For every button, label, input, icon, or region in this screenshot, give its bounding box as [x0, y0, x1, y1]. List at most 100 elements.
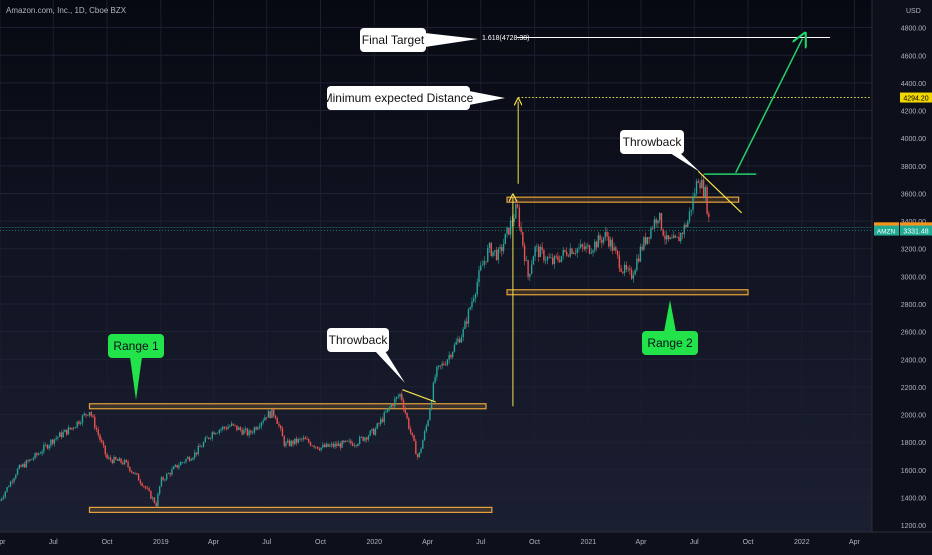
candle-body — [401, 393, 403, 401]
candle-body — [18, 465, 20, 469]
candle-body — [211, 432, 213, 439]
candle-body — [348, 440, 350, 442]
candle-body — [53, 439, 56, 444]
time-tick-label: Oct — [102, 539, 113, 546]
candle-body — [144, 486, 147, 489]
candle-body — [2, 496, 5, 499]
candle-body — [383, 412, 385, 422]
candle-body — [208, 437, 210, 439]
candle-body — [462, 329, 464, 338]
candle-body — [697, 181, 700, 183]
candle-body — [39, 453, 42, 455]
time-tick-label: Apr — [422, 539, 434, 546]
price-tick-label: 2800.00 — [901, 302, 926, 309]
candle-body — [99, 434, 101, 441]
candle-body — [327, 443, 329, 447]
candle-body — [106, 454, 108, 459]
candle-body — [508, 227, 510, 235]
candle-body — [518, 207, 521, 227]
candle-body — [650, 228, 652, 239]
price-tag-prefix-bg — [874, 225, 899, 236]
time-tick-label: Oct — [529, 539, 540, 546]
candle-body — [657, 220, 659, 224]
candle-body — [453, 344, 456, 352]
price-tick-label: 3000.00 — [901, 274, 926, 281]
candle-body — [611, 239, 614, 251]
price-tick-label: 1800.00 — [901, 440, 926, 447]
candle-body — [362, 436, 364, 441]
candle-body — [178, 465, 180, 468]
candle-body — [474, 293, 477, 299]
candle-body — [409, 428, 412, 433]
candle-body — [543, 249, 545, 261]
candle-body — [64, 429, 66, 433]
price-tag-0: 4294.20 — [900, 92, 932, 103]
candle-body — [218, 429, 221, 433]
candle-body — [395, 396, 398, 399]
candle-body — [355, 445, 357, 446]
price-tick-label: 3800.00 — [901, 164, 926, 171]
candle-body — [185, 459, 187, 463]
candle-body — [437, 365, 440, 368]
candle-body — [557, 256, 559, 261]
candle-body — [4, 491, 6, 497]
time-axis[interactable]: Apr Jul Oct 2019 Apr Jul Oct 2020 Apr Jul Oct 2021 A… — [0, 531, 932, 550]
candle-body — [466, 321, 468, 324]
candle-body — [115, 456, 117, 460]
candle-body — [202, 442, 205, 447]
candle-body — [81, 415, 84, 424]
candle-body — [276, 418, 278, 424]
candle-body — [566, 251, 568, 256]
candle-body — [69, 427, 71, 430]
candle-body — [408, 418, 410, 429]
candle-body — [346, 440, 349, 442]
candle-body — [171, 469, 173, 475]
candle-body — [553, 255, 556, 265]
candle-body — [339, 443, 342, 448]
price-tick-label: 4800.00 — [901, 26, 926, 33]
candle-body — [422, 440, 424, 449]
candle-body — [385, 411, 387, 413]
range-2-label: Range 2 — [647, 336, 693, 350]
candle-body — [46, 444, 49, 449]
candle-body — [448, 355, 450, 360]
candle-body — [358, 437, 361, 444]
candle-body — [190, 459, 192, 461]
time-tick-label: Apr — [849, 539, 861, 546]
candle-body — [427, 420, 429, 426]
price-axis[interactable]: 1200.00 1400.00 1600.00 1800.00 2000.00 2200.… — [871, 0, 932, 550]
candle-body — [513, 218, 515, 222]
candle-body — [564, 249, 566, 252]
time-tick-label: 2021 — [581, 539, 597, 546]
candle-body — [637, 258, 640, 262]
candle-body — [525, 260, 528, 261]
candle-body — [467, 309, 470, 324]
price-tick-label: 4000.00 — [901, 136, 926, 143]
candle-body — [236, 425, 238, 430]
candle-body — [439, 365, 442, 367]
candle-body — [344, 440, 347, 443]
final-target-label: Final Target — [362, 33, 425, 47]
candle-body — [529, 273, 531, 277]
time-tick-label: Jul — [476, 539, 485, 546]
candle-body — [497, 248, 499, 260]
candle-body — [118, 458, 121, 461]
candle-body — [76, 421, 78, 428]
candle-body — [267, 411, 270, 418]
candle-body — [332, 443, 335, 447]
price-tick-label: 1200.00 — [901, 523, 926, 530]
candle-body — [30, 459, 33, 461]
candle-body — [708, 213, 710, 218]
candle-body — [606, 232, 608, 237]
candle-body — [169, 473, 171, 475]
candle-body — [601, 240, 603, 243]
candle-body — [67, 427, 70, 435]
time-tick-label: Apr — [208, 539, 220, 546]
range-2-bottom — [506, 289, 749, 296]
price-tick-label: 2400.00 — [901, 357, 926, 364]
candle-body — [127, 462, 129, 467]
candle-body — [613, 247, 615, 251]
candle-body — [285, 442, 287, 446]
candle-body — [88, 412, 91, 416]
